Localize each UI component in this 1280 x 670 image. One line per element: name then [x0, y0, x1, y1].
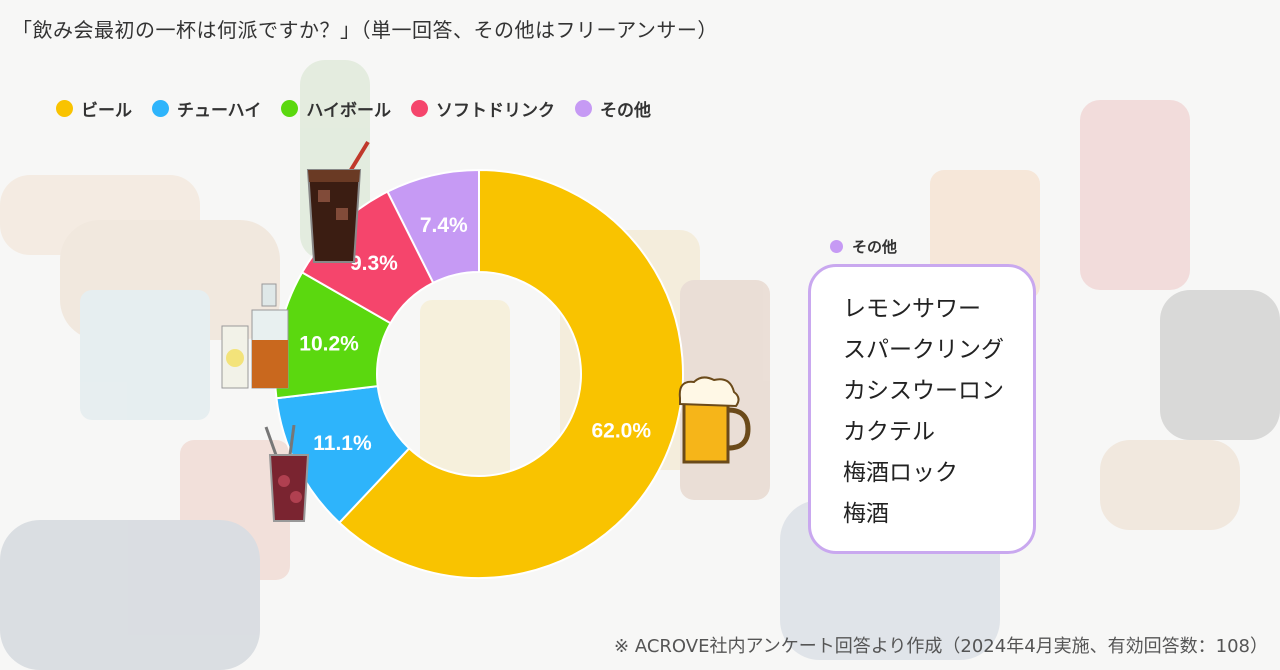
legend-item: その他	[575, 96, 651, 121]
whisky-bottle-icon	[221, 283, 289, 389]
beer-mug-icon	[678, 376, 751, 464]
legend-item: ビール	[56, 96, 132, 121]
legend-item: ソフトドリンク	[411, 96, 555, 121]
legend-label: チューハイ	[177, 101, 262, 121]
cola-glass-icon	[306, 140, 370, 263]
other-legend: その他	[830, 236, 897, 257]
other-answer-item: 梅酒ロック	[843, 460, 958, 486]
footnote: ※ ACROVE社内アンケート回答より作成（2024年4月実施、有効回答数：10…	[614, 636, 1268, 657]
other-answer-item: カクテル	[843, 419, 935, 445]
cocktail-glass-icon	[264, 425, 310, 522]
legend-dot	[152, 100, 169, 117]
slice-label: 9.3%	[350, 252, 398, 275]
slice-label: 11.1%	[313, 432, 372, 455]
legend-dot	[575, 100, 592, 117]
other-answer-item: 梅酒	[843, 501, 889, 527]
slice-label: 10.2%	[299, 332, 359, 355]
chart-title: 「飲み会最初の一杯は何派ですか？」（単一回答、その他はフリーアンサー）	[12, 18, 718, 42]
other-answers-box: レモンサワー スパークリング カシスウーロン カクテル梅酒ロック梅酒	[808, 264, 1036, 554]
legend-label: ソフトドリンク	[436, 101, 555, 121]
chart-legend: ビール チューハイ ハイボール ソフトドリンク その他	[56, 96, 651, 121]
slice-label: 7.4%	[420, 214, 468, 237]
other-legend-dot	[830, 240, 843, 253]
legend-label: ハイボール	[306, 101, 391, 121]
donut-slice	[386, 168, 480, 285]
donut-slice	[337, 168, 684, 579]
other-answer-item: スパークリング	[843, 337, 1004, 363]
other-answer-item: レモンサワー	[843, 296, 981, 322]
legend-dot	[281, 100, 299, 117]
slice-label: 62.0%	[591, 419, 651, 442]
legend-label: ビール	[81, 101, 132, 121]
legend-label: その他	[600, 101, 651, 121]
legend-dot	[411, 100, 428, 117]
legend-item: チューハイ	[152, 96, 261, 121]
legend-dot	[56, 100, 73, 117]
other-legend-label: その他	[852, 238, 898, 256]
legend-item: ハイボール	[281, 96, 391, 121]
other-answer-item: カシスウーロン	[843, 378, 1004, 404]
other-answers-list: レモンサワー スパークリング カシスウーロン カクテル梅酒ロック梅酒	[843, 289, 1033, 535]
